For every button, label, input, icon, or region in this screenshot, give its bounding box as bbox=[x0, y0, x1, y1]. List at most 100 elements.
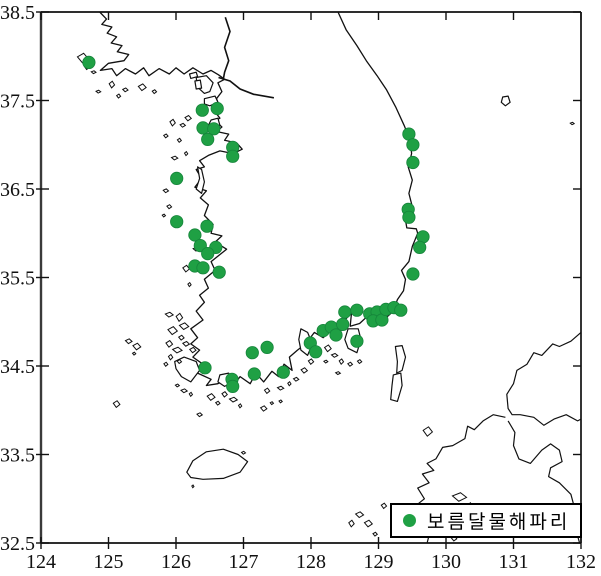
data-point bbox=[170, 171, 184, 185]
data-point bbox=[170, 215, 184, 229]
yesong-river bbox=[222, 17, 231, 80]
y-axis-label: 32.5 bbox=[0, 533, 35, 555]
islet bbox=[300, 367, 309, 374]
islet bbox=[162, 133, 169, 139]
islet bbox=[176, 137, 183, 144]
islet bbox=[115, 93, 122, 99]
data-point bbox=[207, 122, 221, 136]
data-point bbox=[406, 155, 420, 170]
data-point bbox=[406, 267, 420, 281]
island-jindo bbox=[174, 356, 201, 383]
data-point bbox=[402, 210, 416, 224]
data-point bbox=[226, 379, 240, 393]
islet bbox=[347, 361, 354, 367]
islet bbox=[171, 346, 183, 354]
islet bbox=[187, 281, 192, 288]
island-seokmo bbox=[194, 79, 203, 90]
y-axis-label: 36.5 bbox=[0, 179, 35, 201]
island-jeju bbox=[186, 448, 249, 480]
islet bbox=[259, 405, 268, 412]
x-axis-label: 132 bbox=[566, 551, 596, 573]
islet bbox=[372, 531, 379, 537]
islet bbox=[263, 387, 271, 395]
y-axis-label: 34.5 bbox=[0, 356, 35, 378]
islet bbox=[131, 351, 137, 356]
x-axis-label: 128 bbox=[296, 551, 326, 573]
islet bbox=[174, 383, 181, 388]
coastline-honshu-coast bbox=[506, 331, 582, 426]
data-point bbox=[201, 132, 215, 146]
data-point bbox=[226, 149, 240, 163]
islet bbox=[179, 122, 187, 128]
data-point bbox=[82, 55, 96, 70]
islet bbox=[287, 380, 292, 387]
islet bbox=[167, 326, 179, 336]
islet bbox=[170, 155, 179, 161]
data-point bbox=[394, 303, 408, 317]
legend-box: 보름달물해파리 bbox=[390, 503, 582, 538]
islet bbox=[90, 70, 97, 75]
islet bbox=[165, 339, 174, 348]
islet bbox=[269, 401, 275, 406]
islet bbox=[330, 352, 339, 358]
data-point bbox=[188, 228, 202, 242]
islet bbox=[240, 450, 247, 455]
data-point bbox=[276, 365, 290, 379]
islet bbox=[356, 359, 363, 365]
x-axis-label: 124 bbox=[26, 551, 56, 573]
y-axis-label: 33.5 bbox=[0, 445, 35, 467]
islet bbox=[184, 114, 193, 122]
islet bbox=[95, 89, 102, 94]
islet bbox=[163, 361, 169, 367]
coastline-korea-mainland bbox=[99, 11, 419, 387]
islet bbox=[292, 376, 300, 382]
islet bbox=[175, 312, 184, 323]
islet bbox=[354, 511, 365, 519]
y-axis-label: 38.5 bbox=[0, 2, 35, 24]
islet bbox=[380, 502, 388, 510]
islet bbox=[191, 484, 195, 489]
y-axis-label: 37.5 bbox=[0, 91, 35, 113]
islet bbox=[196, 412, 204, 418]
data-point bbox=[350, 303, 364, 317]
data-point bbox=[413, 240, 427, 254]
data-point bbox=[210, 101, 224, 116]
islet bbox=[180, 388, 189, 394]
islet bbox=[228, 396, 239, 403]
data-point bbox=[198, 361, 212, 375]
islet bbox=[169, 118, 176, 127]
island-gyodong bbox=[188, 71, 199, 79]
islet bbox=[188, 391, 194, 398]
data-point bbox=[350, 334, 364, 348]
island-ulleungdo bbox=[500, 95, 511, 107]
islet bbox=[422, 426, 434, 437]
islet bbox=[121, 87, 129, 93]
island-tsushima-north bbox=[394, 345, 407, 374]
x-axis-label: 127 bbox=[229, 551, 259, 573]
islet bbox=[221, 391, 228, 398]
data-point bbox=[245, 346, 259, 360]
x-axis-label: 129 bbox=[364, 551, 394, 573]
islet bbox=[182, 264, 191, 273]
islet bbox=[206, 393, 216, 401]
data-point bbox=[195, 103, 209, 117]
islet bbox=[162, 188, 170, 194]
islet bbox=[278, 399, 283, 404]
islet bbox=[451, 492, 468, 502]
han-river bbox=[218, 76, 275, 99]
islet bbox=[176, 359, 183, 365]
data-point bbox=[212, 265, 226, 279]
island-tsushima-south bbox=[390, 372, 403, 402]
data-point bbox=[201, 247, 215, 261]
data-point bbox=[196, 261, 210, 275]
islet bbox=[237, 403, 243, 409]
islet bbox=[348, 519, 355, 528]
data-point bbox=[329, 328, 343, 342]
islet bbox=[323, 359, 329, 364]
islet bbox=[323, 344, 332, 353]
islet bbox=[569, 121, 576, 126]
islet bbox=[338, 358, 345, 366]
legend-label: 보름달물해파리 bbox=[427, 512, 571, 533]
